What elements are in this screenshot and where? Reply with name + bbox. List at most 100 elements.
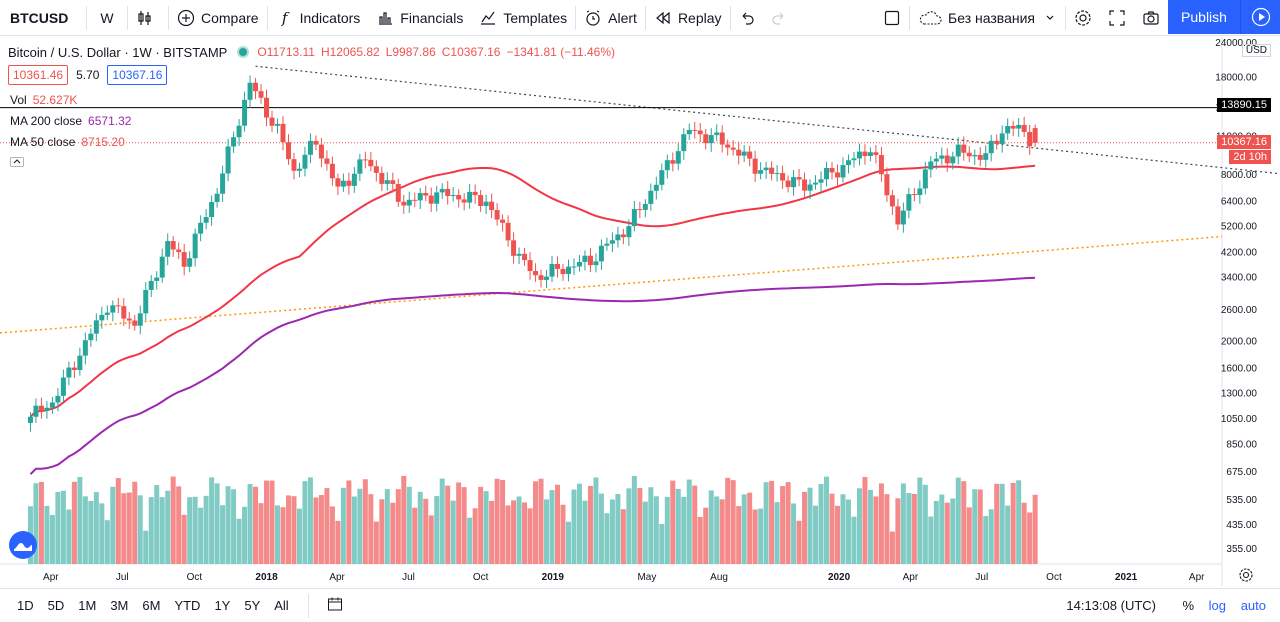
- symbol-title[interactable]: Bitcoin / U.S. Dollar · 1W · BITSTAMP: [8, 44, 228, 60]
- volume-bar: [994, 483, 1000, 564]
- range-button-1m[interactable]: 1M: [78, 598, 97, 613]
- templates-label: Templates: [503, 9, 568, 26]
- alert-button[interactable]: Alert: [576, 0, 645, 36]
- volume-bar: [231, 489, 237, 564]
- candle-body: [873, 152, 879, 156]
- volume-bar: [478, 486, 484, 564]
- layout-name-button[interactable]: Без названия: [910, 0, 1065, 36]
- templates-button[interactable]: Templates: [471, 0, 575, 36]
- indicators-button[interactable]: f Indicators: [268, 0, 369, 36]
- auto-toggle[interactable]: auto: [1240, 598, 1266, 613]
- candle-body: [780, 173, 786, 181]
- x-tick-label: May: [637, 572, 656, 583]
- volume-bar: [659, 524, 665, 564]
- chart-area[interactable]: 24000.0018000.0014000.0011000.008000.006…: [0, 37, 1280, 586]
- candle-body: [203, 217, 209, 223]
- undo-button[interactable]: [731, 0, 763, 36]
- divider: [266, 5, 268, 30]
- volume-bar: [390, 502, 396, 564]
- currency-label[interactable]: USD: [1241, 44, 1271, 57]
- snapshot-button[interactable]: [1134, 0, 1168, 36]
- candle-body: [49, 402, 55, 408]
- y-tick-label: 850.00: [1226, 439, 1257, 450]
- symbol-search[interactable]: BTCUSD: [10, 9, 69, 26]
- range-button-6m[interactable]: 6M: [142, 598, 161, 613]
- candle-body: [209, 202, 215, 218]
- volume-bar: [126, 492, 132, 564]
- candles-icon: [136, 9, 154, 27]
- candle-body: [598, 245, 604, 262]
- range-button-1y[interactable]: 1Y: [214, 598, 231, 613]
- candle-body: [741, 151, 747, 156]
- candle-body: [555, 263, 561, 269]
- x-tick-label: 2021: [1115, 572, 1138, 583]
- fullscreen-layout-button[interactable]: [875, 0, 909, 36]
- volume-legend[interactable]: Vol 52.627K: [10, 93, 77, 107]
- log-toggle[interactable]: log: [1208, 598, 1226, 613]
- y-tick-label: 3400.00: [1221, 273, 1258, 284]
- volume-bar: [351, 496, 357, 564]
- fullscreen-button[interactable]: [1100, 0, 1134, 36]
- range-button-3m[interactable]: 3M: [110, 598, 129, 613]
- chart-type-button[interactable]: [128, 0, 168, 36]
- rewind-icon: [654, 9, 672, 27]
- candle-body: [955, 144, 961, 157]
- volume-bar: [428, 515, 434, 564]
- redo-button[interactable]: [763, 0, 795, 36]
- volume-bar: [856, 488, 862, 564]
- candle-body: [269, 117, 275, 126]
- clock[interactable]: 14:13:08 (UTC): [1066, 598, 1156, 613]
- volume-bar: [719, 499, 725, 564]
- volume-bar: [121, 493, 127, 564]
- candle-body: [730, 147, 736, 150]
- candle-body: [483, 201, 489, 206]
- volume-bar: [769, 480, 775, 564]
- volume-bar: [604, 513, 610, 564]
- ma50-legend[interactable]: MA 50 close 8715.20: [10, 135, 125, 149]
- sell-price[interactable]: 10361.46: [8, 65, 69, 85]
- spread-value: 5.70: [76, 68, 100, 82]
- replay-label: Replay: [677, 9, 722, 26]
- x-tick-label: 2018: [255, 572, 278, 583]
- ma200-legend[interactable]: MA 200 close 6571.32: [10, 114, 131, 128]
- percent-toggle[interactable]: %: [1182, 598, 1194, 613]
- candle-body: [1032, 128, 1038, 143]
- range-button-ytd[interactable]: YTD: [174, 598, 201, 613]
- candle-body: [318, 144, 324, 159]
- interval-button[interactable]: W: [100, 9, 114, 26]
- buy-price[interactable]: 10367.16: [107, 65, 168, 85]
- collapse-legend-button[interactable]: [10, 156, 24, 170]
- volume-bar: [681, 496, 687, 564]
- candle-body: [280, 123, 286, 143]
- calendar-icon: [327, 597, 342, 611]
- range-button-1d[interactable]: 1D: [17, 598, 34, 613]
- volume-bar: [132, 481, 138, 564]
- financials-button[interactable]: Financials: [368, 0, 471, 36]
- candle-body: [972, 154, 978, 157]
- candle-body: [774, 173, 780, 175]
- indicators-label: Indicators: [299, 9, 361, 26]
- volume-bar: [516, 496, 522, 564]
- publish-button[interactable]: Publish: [1168, 0, 1240, 34]
- compare-button[interactable]: Compare: [169, 0, 267, 36]
- range-button-all[interactable]: All: [274, 598, 289, 613]
- open-value: O11713.11: [257, 45, 315, 59]
- ma50-value: 8715.20: [81, 135, 125, 149]
- volume-bar: [346, 480, 352, 564]
- price-chart[interactable]: 24000.0018000.0014000.0011000.008000.006…: [0, 37, 1280, 586]
- y-tick-label: 18000.00: [1215, 72, 1257, 83]
- logo-button[interactable]: [9, 531, 37, 559]
- candle-body: [242, 99, 248, 126]
- volume-bar: [412, 507, 418, 564]
- publish-menu-button[interactable]: [1240, 0, 1280, 34]
- range-button-5y[interactable]: 5Y: [244, 598, 261, 613]
- settings-button[interactable]: [1066, 0, 1100, 36]
- scale-settings-button[interactable]: [1238, 567, 1254, 586]
- candle-body: [785, 180, 791, 188]
- date-range-button[interactable]: [327, 596, 343, 615]
- y-tick-label: 1300.00: [1221, 388, 1258, 399]
- range-button-5d[interactable]: 5D: [47, 598, 65, 613]
- candle-body: [450, 194, 456, 197]
- replay-button[interactable]: Replay: [646, 0, 730, 36]
- x-tick-label: Oct: [1046, 572, 1062, 583]
